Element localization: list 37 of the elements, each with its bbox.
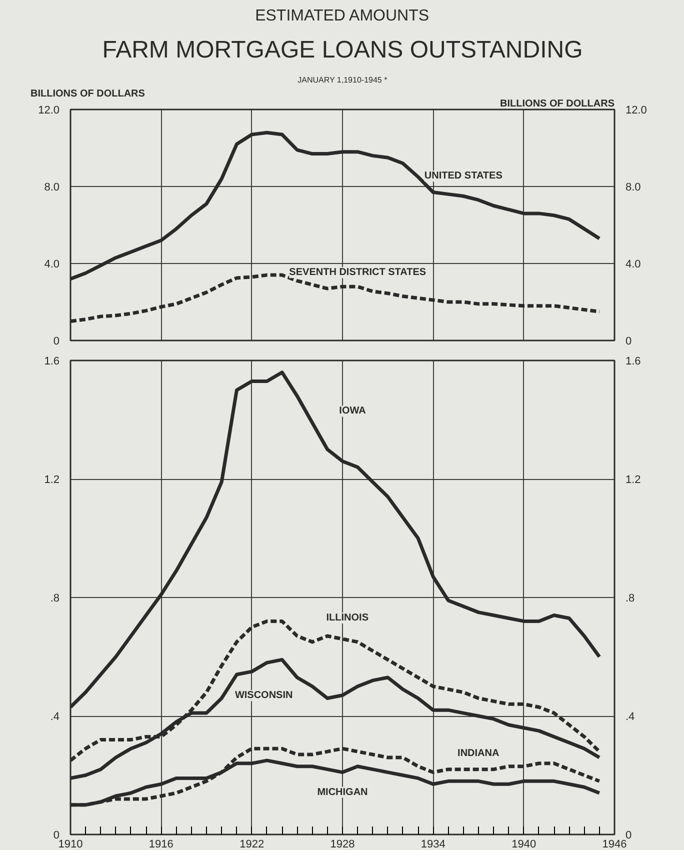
x-tick-label: 1934 bbox=[420, 838, 446, 850]
x-tick-label: 1916 bbox=[148, 838, 174, 850]
y-tick-label: .4 bbox=[50, 711, 60, 723]
y-tick-label: 8.0 bbox=[44, 182, 60, 194]
y2-tick-label: 0 bbox=[626, 336, 632, 348]
y-tick-label: 1.2 bbox=[44, 474, 60, 486]
y-tick-label: .8 bbox=[50, 592, 60, 604]
y-tick-label: 1.6 bbox=[44, 356, 60, 368]
series-label: WISCONSIN bbox=[234, 690, 293, 702]
y2-axis-title: BILLIONS OF DOLLARS bbox=[500, 98, 615, 110]
y-tick-label: 0 bbox=[53, 336, 60, 348]
x-tick-label: 1940 bbox=[512, 838, 536, 850]
series-label: ILLINOIS bbox=[326, 612, 369, 624]
x-tick-label: 1910 bbox=[58, 838, 83, 850]
text: ESTIMATED AMOUNTS bbox=[255, 8, 430, 24]
y2-tick-label: 8.0 bbox=[626, 182, 641, 194]
y2-tick-label: .4 bbox=[626, 711, 635, 723]
chart-subtitle: JANUARY 1,1910-1945 * bbox=[298, 76, 388, 84]
y-tick-label: 12.0 bbox=[38, 104, 60, 116]
x-tick-label: 1928 bbox=[330, 838, 355, 850]
x-tick-label: 1946 bbox=[602, 838, 627, 850]
text: IOWA bbox=[339, 406, 366, 417]
y2-tick-label: .8 bbox=[626, 592, 635, 604]
y2-tick-label: 1.6 bbox=[626, 356, 641, 368]
y2-tick-label: 0 bbox=[626, 830, 632, 842]
y2-tick-label: 1.2 bbox=[626, 474, 641, 486]
y-tick-label: 4.0 bbox=[44, 258, 60, 270]
x-tick-label: 1922 bbox=[240, 838, 264, 850]
y-axis-title: BILLIONS OF DOLLARS bbox=[30, 88, 146, 100]
y2-tick-label: 12.0 bbox=[626, 104, 647, 116]
series-label: INDIANA bbox=[458, 748, 500, 759]
y-tick-label: 0 bbox=[53, 830, 60, 842]
chart-title: FARM MORTGAGE LOANS OUTSTANDING bbox=[102, 36, 583, 64]
series-label: SEVENTH DISTRICT STATES bbox=[289, 267, 426, 278]
series-label: MICHIGAN bbox=[317, 786, 368, 798]
series-label: UNITED STATES bbox=[424, 170, 503, 182]
y2-tick-label: 4.0 bbox=[626, 258, 641, 270]
